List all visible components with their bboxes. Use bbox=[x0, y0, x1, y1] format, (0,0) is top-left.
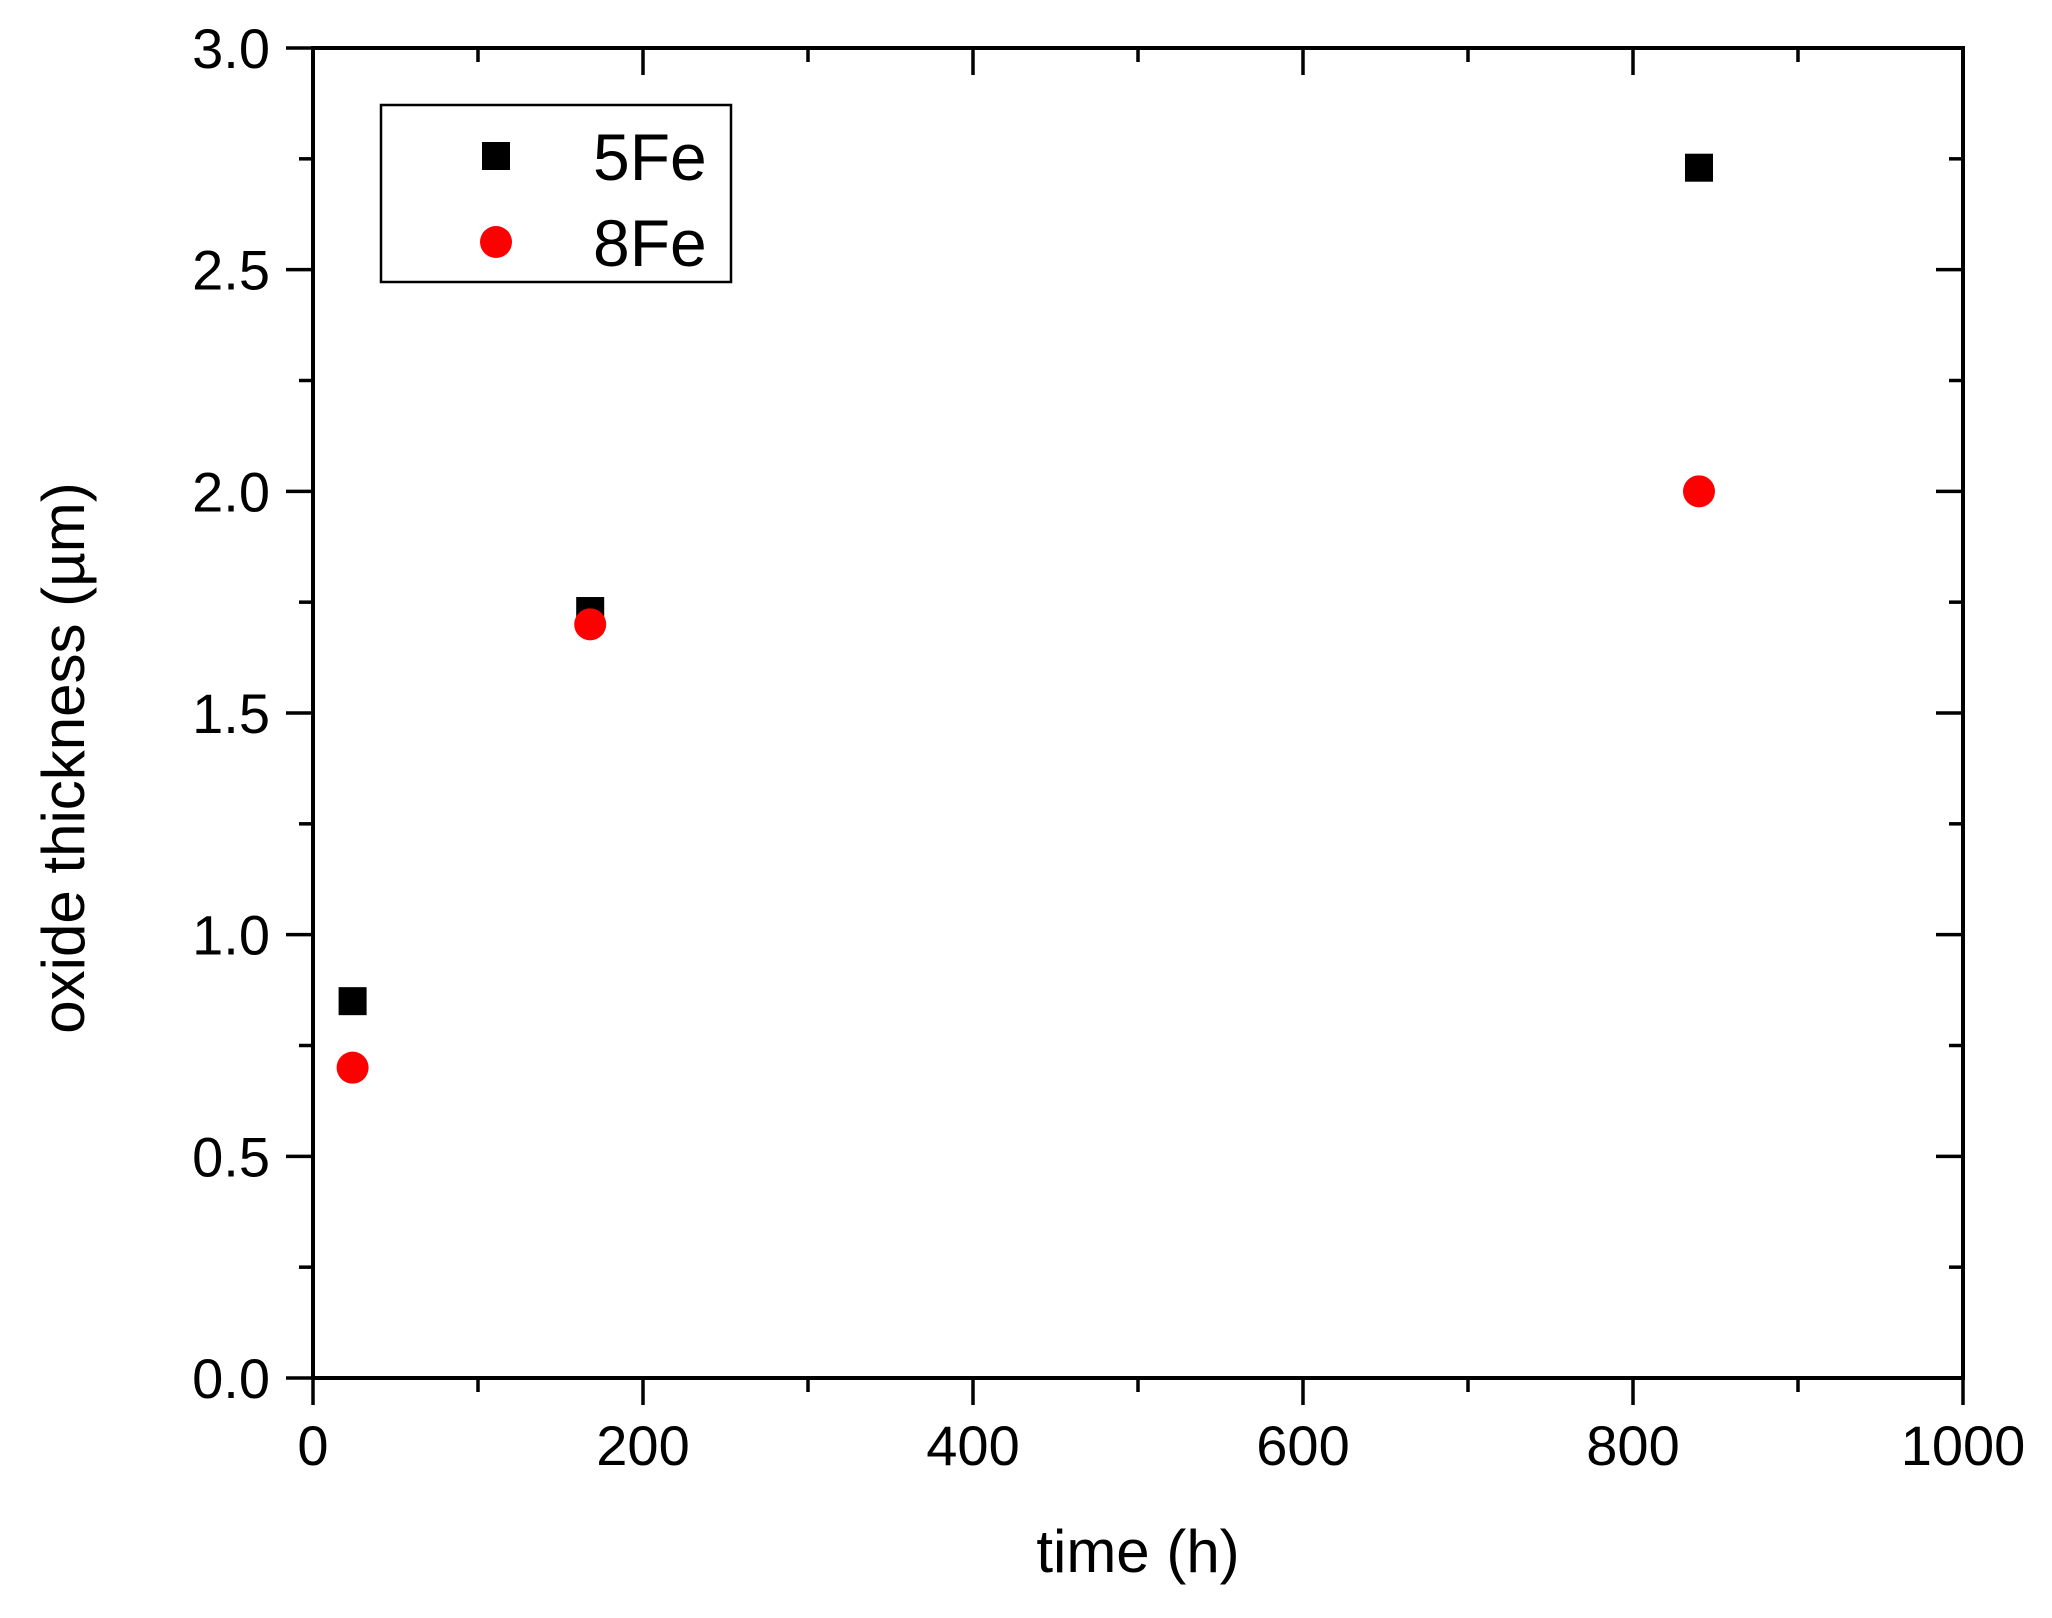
y-tick-label: 0.0 bbox=[192, 1347, 270, 1410]
y-tick-label: 3.0 bbox=[192, 17, 270, 80]
y-tick-label: 1.5 bbox=[192, 682, 270, 745]
x-axis-title: time (h) bbox=[1036, 1518, 1239, 1585]
y-tick-label: 2.0 bbox=[192, 460, 270, 523]
x-tick-label: 1000 bbox=[1901, 1414, 2026, 1477]
y-tick-label: 0.5 bbox=[192, 1125, 270, 1188]
y-axis-title: oxide thickness (µm) bbox=[30, 482, 97, 1033]
legend-label: 8Fe bbox=[593, 206, 707, 280]
data-point-5fe bbox=[338, 987, 367, 1016]
legend-item-8fe: 8Fe bbox=[480, 206, 707, 280]
x-tick-label: 800 bbox=[1586, 1414, 1679, 1477]
y-tick-label: 1.0 bbox=[192, 904, 270, 967]
x-tick-label: 0 bbox=[297, 1414, 328, 1477]
x-tick-label: 600 bbox=[1256, 1414, 1349, 1477]
data-points bbox=[336, 153, 1715, 1084]
legend-box bbox=[379, 103, 733, 284]
data-point-5fe bbox=[1685, 153, 1713, 182]
axis-tick-labels: 0 200 400 600 800 1000 0.0 0.5 1.0 1.5 2.0 2.5 3.0 bbox=[192, 17, 2025, 1477]
x-tick-label: 200 bbox=[596, 1414, 689, 1477]
plot-area-frame bbox=[311, 46, 1965, 1380]
circle-marker-icon bbox=[480, 226, 512, 258]
data-point-8fe bbox=[336, 1051, 369, 1084]
x-tick-label: 400 bbox=[926, 1414, 1019, 1477]
y-tick-label: 2.5 bbox=[192, 239, 270, 302]
legend-label: 5Fe bbox=[593, 120, 707, 194]
legend-item-5fe: 5Fe bbox=[482, 120, 707, 194]
square-marker-icon bbox=[482, 142, 510, 170]
data-point-8fe bbox=[1683, 475, 1715, 508]
data-point-8fe bbox=[574, 608, 607, 641]
